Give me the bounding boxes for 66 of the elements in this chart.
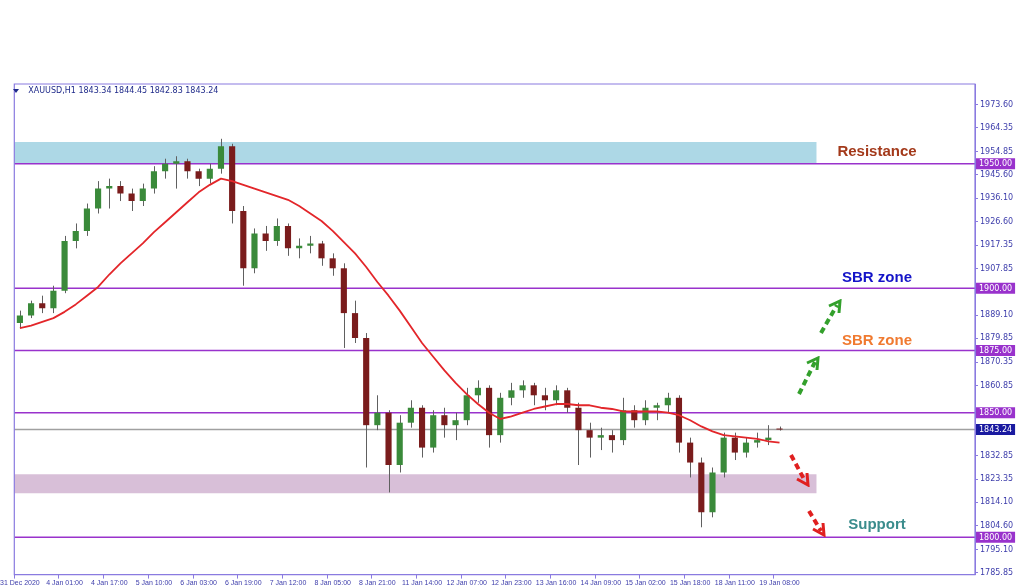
candlestick	[687, 437, 694, 478]
candlestick	[95, 180, 102, 214]
candlestick	[452, 412, 459, 441]
candlestick	[262, 225, 269, 252]
y-tick-label: 1870.35	[980, 357, 1014, 367]
y-tick-label: 1832.85	[980, 450, 1014, 460]
candlestick	[407, 399, 414, 429]
candlestick	[273, 217, 280, 247]
candlestick	[564, 387, 571, 414]
y-tick-label: 1795.10	[980, 544, 1014, 554]
y-tick-label: 1785.85	[980, 567, 1014, 577]
candlestick	[474, 379, 481, 404]
candlestick	[83, 203, 90, 237]
candlestick	[374, 394, 381, 431]
annotation: SBR zone	[842, 331, 913, 349]
y-tick-label: 1954.85	[980, 146, 1014, 156]
annotation: SBR zone	[842, 267, 913, 285]
candlestick	[664, 392, 671, 414]
candlestick	[318, 240, 325, 267]
candlestick	[441, 407, 448, 439]
y-tick-label: 1907.85	[980, 263, 1014, 273]
ref-line-label: 1950.00	[979, 159, 1013, 169]
candlestick	[106, 178, 113, 210]
y-tick-label: 1889.10	[980, 310, 1014, 320]
candlestick	[597, 427, 604, 451]
candlestick	[117, 180, 124, 202]
y-tick-label: 1917.35	[980, 240, 1014, 250]
candlestick	[742, 437, 750, 459]
ref-line-label: 1875.00	[979, 346, 1013, 356]
y-tick-label: 1879.85	[980, 333, 1014, 343]
candlestick	[731, 432, 738, 461]
candlestick	[72, 222, 79, 249]
candlestick	[128, 188, 135, 212]
candlestick	[642, 399, 649, 426]
candlestick	[184, 158, 191, 180]
candlestick	[50, 285, 57, 314]
candlestick	[217, 138, 225, 175]
chart-title: XAUUSD,H1 1843.34 1844.45 1842.83 1843.24	[28, 86, 219, 96]
y-tick-label: 1823.35	[980, 474, 1014, 484]
y-tick-label: 1926.60	[980, 217, 1014, 227]
ref-line-label: 1850.00	[979, 408, 1013, 418]
candlestick	[530, 382, 537, 406]
y-tick-label: 1964.35	[980, 123, 1014, 133]
ref-line-label: 1800.00	[979, 532, 1013, 542]
candlestick	[284, 222, 292, 257]
y-tick-label: 1860.85	[980, 380, 1014, 390]
candlestick	[608, 429, 616, 454]
y-tick-label: 1945.60	[980, 169, 1014, 179]
annotation: Resistance	[837, 142, 917, 160]
y-tick-label: 1936.10	[980, 193, 1014, 203]
annotation: Support	[848, 514, 906, 532]
candlestick	[586, 422, 593, 459]
y-tick-label: 1973.60	[980, 100, 1014, 109]
y-tick-label: 1814.10	[980, 497, 1014, 507]
candlestick	[173, 155, 180, 190]
candlestick	[162, 158, 169, 180]
candlestick	[139, 183, 146, 207]
candlestick	[508, 382, 515, 406]
candlestick	[575, 402, 582, 466]
candlestick	[206, 163, 213, 185]
ref-line-label: 1843.24	[979, 425, 1013, 435]
candlestick	[541, 387, 548, 411]
ref-line-label: 1900.00	[979, 283, 1013, 293]
candlestick	[150, 165, 158, 195]
y-tick-label: 1804.60	[980, 520, 1014, 530]
candlestick	[329, 252, 336, 277]
